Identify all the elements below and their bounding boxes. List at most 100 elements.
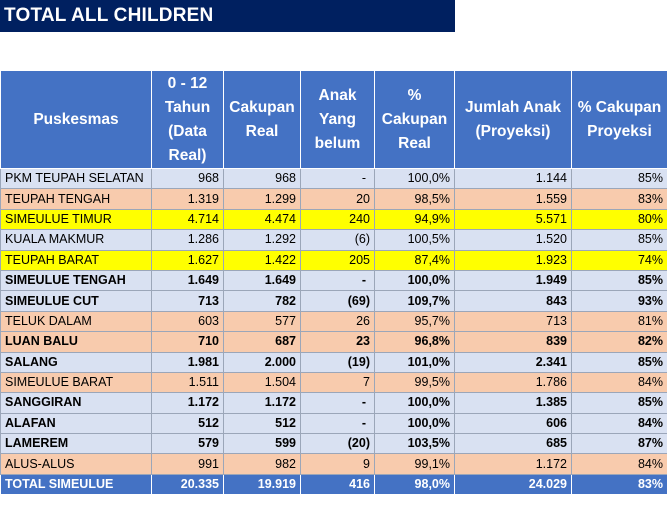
cell-jumlah-proyeksi[interactable]: 1.172 bbox=[454, 453, 572, 475]
cell-pct-cakupan-real[interactable]: 103,5% bbox=[374, 433, 455, 455]
cell-cakupan-real[interactable]: 1.292 bbox=[223, 229, 301, 251]
cell-anak-belum[interactable]: 240 bbox=[300, 208, 375, 231]
cell-data-real[interactable]: 1.172 bbox=[151, 392, 224, 414]
cell-data-real[interactable]: 512 bbox=[151, 412, 224, 435]
cell-pct-cakupan-proyeksi[interactable]: 84% bbox=[571, 371, 667, 394]
cell-cakupan-real[interactable]: 1.649 bbox=[223, 269, 301, 292]
cell-puskesmas[interactable]: TEUPAH TENGAH bbox=[0, 188, 152, 210]
cell-data-real[interactable]: 713 bbox=[151, 290, 224, 312]
header-anak-belum[interactable]: Anak Yang belum bbox=[300, 70, 375, 169]
cell-puskesmas[interactable]: LAMEREM bbox=[0, 433, 152, 455]
cell-puskesmas[interactable]: SIMEULUE TENGAH bbox=[0, 269, 152, 292]
cell-pct-cakupan-real[interactable]: 95,7% bbox=[374, 310, 455, 333]
cell-jumlah-proyeksi[interactable]: 1.923 bbox=[454, 249, 572, 271]
cell-puskesmas[interactable]: PKM TEUPAH SELATAN bbox=[0, 167, 152, 190]
cell-pct-cakupan-proyeksi[interactable]: 85% bbox=[571, 167, 667, 190]
cell-cakupan-real[interactable]: 4.474 bbox=[223, 208, 301, 231]
cell-pct-cakupan-proyeksi[interactable]: 85% bbox=[571, 269, 667, 292]
cell-anak-belum[interactable]: (69) bbox=[300, 290, 375, 312]
header-pct-cakupan-real[interactable]: % Cakupan Real bbox=[374, 70, 455, 169]
cell-pct-cakupan-proyeksi[interactable]: 82% bbox=[571, 331, 667, 353]
cell-anak-belum[interactable]: - bbox=[300, 269, 375, 292]
cell-data-real[interactable]: 1.319 bbox=[151, 188, 224, 210]
cell-puskesmas[interactable]: KUALA MAKMUR bbox=[0, 229, 152, 251]
cell-anak-belum[interactable]: - bbox=[300, 392, 375, 414]
cell-pct-cakupan-proyeksi[interactable]: 85% bbox=[571, 392, 667, 414]
cell-puskesmas[interactable]: SIMEULUE BARAT bbox=[0, 371, 152, 394]
cell-jumlah-proyeksi[interactable]: 1.949 bbox=[454, 269, 572, 292]
cell-cakupan-real[interactable]: 1.422 bbox=[223, 249, 301, 271]
cell-data-real[interactable]: 4.714 bbox=[151, 208, 224, 231]
cell-pct-cakupan-proyeksi[interactable]: 74% bbox=[571, 249, 667, 271]
cell-jumlah-proyeksi[interactable]: 713 bbox=[454, 310, 572, 333]
cell-anak-belum[interactable]: - bbox=[300, 412, 375, 435]
cell-anak-belum[interactable]: 7 bbox=[300, 371, 375, 394]
cell-pct-cakupan-real[interactable]: 99,5% bbox=[374, 371, 455, 394]
cell-cakupan-real[interactable]: 2.000 bbox=[223, 351, 301, 373]
header-pct-cakupan-proyeksi[interactable]: % Cakupan Proyeksi bbox=[571, 70, 667, 169]
cell-jumlah-proyeksi[interactable]: 5.571 bbox=[454, 208, 572, 231]
cell-jumlah-proyeksi[interactable]: 839 bbox=[454, 331, 572, 353]
cell-pct-cakupan-real[interactable]: 94,9% bbox=[374, 208, 455, 231]
cell-anak-belum[interactable]: (19) bbox=[300, 351, 375, 373]
cell-puskesmas[interactable]: SALANG bbox=[0, 351, 152, 373]
cell-puskesmas[interactable]: SANGGIRAN bbox=[0, 392, 152, 414]
cell-jumlah-proyeksi[interactable]: 1.144 bbox=[454, 167, 572, 190]
cell-cakupan-real[interactable]: 599 bbox=[223, 433, 301, 455]
cell-pct-cakupan-real[interactable]: 87,4% bbox=[374, 249, 455, 271]
cell-pct-cakupan-proyeksi[interactable]: 85% bbox=[571, 351, 667, 373]
cell-data-real[interactable]: 20.335 bbox=[151, 473, 224, 496]
header-jumlah-proyeksi[interactable]: Jumlah Anak (Proyeksi) bbox=[454, 70, 572, 169]
cell-pct-cakupan-real[interactable]: 98,0% bbox=[374, 473, 455, 496]
header-data-real[interactable]: 0 - 12 Tahun (Data Real) bbox=[151, 70, 224, 169]
cell-data-real[interactable]: 1.286 bbox=[151, 229, 224, 251]
cell-cakupan-real[interactable]: 512 bbox=[223, 412, 301, 435]
cell-data-real[interactable]: 991 bbox=[151, 453, 224, 475]
cell-anak-belum[interactable]: 416 bbox=[300, 473, 375, 496]
cell-pct-cakupan-proyeksi[interactable]: 83% bbox=[571, 473, 667, 496]
cell-anak-belum[interactable]: - bbox=[300, 167, 375, 190]
cell-pct-cakupan-real[interactable]: 96,8% bbox=[374, 331, 455, 353]
cell-jumlah-proyeksi[interactable]: 1.559 bbox=[454, 188, 572, 210]
cell-puskesmas[interactable]: TOTAL SIMEULUE bbox=[0, 473, 152, 496]
cell-pct-cakupan-proyeksi[interactable]: 87% bbox=[571, 433, 667, 455]
cell-data-real[interactable]: 1.649 bbox=[151, 269, 224, 292]
cell-jumlah-proyeksi[interactable]: 843 bbox=[454, 290, 572, 312]
cell-anak-belum[interactable]: 26 bbox=[300, 310, 375, 333]
cell-cakupan-real[interactable]: 1.299 bbox=[223, 188, 301, 210]
cell-cakupan-real[interactable]: 1.172 bbox=[223, 392, 301, 414]
cell-puskesmas[interactable]: SIMEULUE TIMUR bbox=[0, 208, 152, 231]
cell-puskesmas[interactable]: ALUS-ALUS bbox=[0, 453, 152, 475]
cell-cakupan-real[interactable]: 968 bbox=[223, 167, 301, 190]
cell-pct-cakupan-real[interactable]: 100,0% bbox=[374, 167, 455, 190]
cell-cakupan-real[interactable]: 1.504 bbox=[223, 371, 301, 394]
cell-data-real[interactable]: 1.981 bbox=[151, 351, 224, 373]
cell-anak-belum[interactable]: 205 bbox=[300, 249, 375, 271]
cell-pct-cakupan-proyeksi[interactable]: 84% bbox=[571, 453, 667, 475]
cell-jumlah-proyeksi[interactable]: 24.029 bbox=[454, 473, 572, 496]
cell-data-real[interactable]: 1.627 bbox=[151, 249, 224, 271]
cell-jumlah-proyeksi[interactable]: 606 bbox=[454, 412, 572, 435]
cell-puskesmas[interactable]: SIMEULUE CUT bbox=[0, 290, 152, 312]
cell-puskesmas[interactable]: ALAFAN bbox=[0, 412, 152, 435]
cell-jumlah-proyeksi[interactable]: 1.520 bbox=[454, 229, 572, 251]
cell-jumlah-proyeksi[interactable]: 685 bbox=[454, 433, 572, 455]
header-puskesmas[interactable]: Puskesmas bbox=[0, 70, 152, 169]
cell-pct-cakupan-proyeksi[interactable]: 81% bbox=[571, 310, 667, 333]
cell-cakupan-real[interactable]: 19.919 bbox=[223, 473, 301, 496]
cell-pct-cakupan-real[interactable]: 100,0% bbox=[374, 412, 455, 435]
cell-cakupan-real[interactable]: 577 bbox=[223, 310, 301, 333]
cell-pct-cakupan-real[interactable]: 100,0% bbox=[374, 392, 455, 414]
cell-data-real[interactable]: 579 bbox=[151, 433, 224, 455]
cell-puskesmas[interactable]: LUAN BALU bbox=[0, 331, 152, 353]
cell-cakupan-real[interactable]: 982 bbox=[223, 453, 301, 475]
cell-puskesmas[interactable]: TELUK DALAM bbox=[0, 310, 152, 333]
cell-pct-cakupan-real[interactable]: 109,7% bbox=[374, 290, 455, 312]
cell-anak-belum[interactable]: 20 bbox=[300, 188, 375, 210]
cell-pct-cakupan-real[interactable]: 101,0% bbox=[374, 351, 455, 373]
cell-anak-belum[interactable]: 23 bbox=[300, 331, 375, 353]
cell-pct-cakupan-real[interactable]: 100,5% bbox=[374, 229, 455, 251]
cell-anak-belum[interactable]: (6) bbox=[300, 229, 375, 251]
cell-cakupan-real[interactable]: 687 bbox=[223, 331, 301, 353]
cell-jumlah-proyeksi[interactable]: 2.341 bbox=[454, 351, 572, 373]
